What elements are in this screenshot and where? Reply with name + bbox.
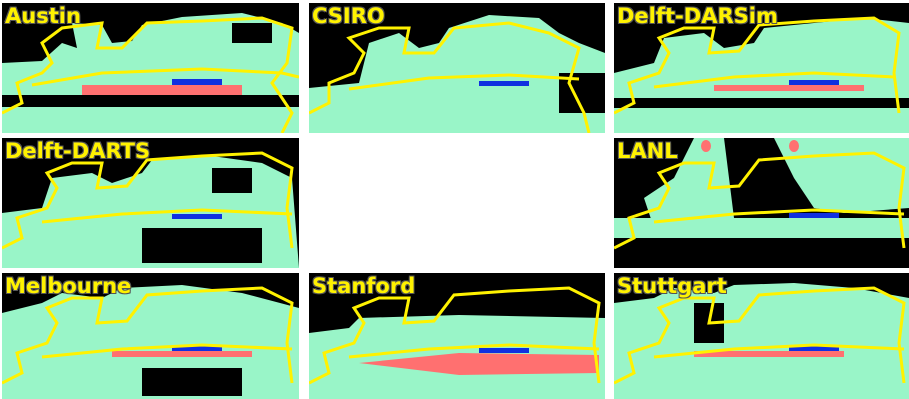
high-saturation-zone — [82, 85, 242, 95]
panel-label: Austin — [5, 4, 81, 28]
contour-line-inner — [41, 343, 293, 359]
panel-label: Delft-DARTS — [5, 139, 151, 163]
high-saturation-spot — [701, 140, 711, 152]
contour-line — [614, 151, 906, 250]
injection-zone — [789, 80, 839, 85]
high-saturation-zone — [714, 85, 864, 91]
gas-region — [614, 283, 909, 399]
panel-label: Stuttgart — [617, 274, 727, 298]
panel-label: Delft-DARSim — [617, 4, 778, 28]
gas-region — [644, 138, 734, 228]
gas-region — [309, 15, 605, 133]
melbourne-plot — [2, 285, 299, 399]
contour-line — [2, 151, 294, 250]
high-saturation-zone — [694, 351, 844, 357]
contour-line — [309, 286, 601, 385]
contour-line-inner — [653, 71, 895, 89]
contour-line — [2, 286, 294, 385]
dark-band — [614, 98, 909, 108]
delft-darts-plot — [2, 151, 299, 268]
panel-label: LANL — [617, 139, 678, 163]
stanford-plot — [309, 286, 605, 399]
panel-stuttgart: Stuttgart — [614, 273, 909, 399]
contour-line — [614, 16, 901, 115]
panel-label: Stanford — [312, 274, 416, 298]
injection-zone — [172, 79, 222, 85]
austin-plot — [2, 13, 299, 133]
panel-lanl: LANL — [614, 138, 909, 268]
injection-zone — [789, 346, 839, 351]
high-saturation-spot-2 — [789, 140, 799, 152]
dark-patch — [232, 23, 272, 43]
high-saturation-zone — [359, 353, 599, 375]
injection-zone — [172, 346, 222, 351]
dark-patch — [142, 228, 262, 263]
panel-label: CSIRO — [312, 4, 385, 28]
contour-line — [2, 16, 294, 133]
contour-line-inner — [348, 73, 580, 91]
empty-panel — [309, 138, 605, 268]
panel-austin: Austin — [2, 3, 299, 133]
lanl-plot — [614, 138, 909, 268]
dark-patch — [142, 368, 242, 396]
panel-melbourne: Melbourne — [2, 273, 299, 399]
contour-line-inner — [348, 343, 600, 359]
panel-delft-darts: Delft-DARTS — [2, 138, 299, 268]
dark-patch-2 — [212, 168, 252, 193]
high-saturation-zone — [112, 351, 252, 357]
contour-line — [614, 286, 906, 385]
injection-zone — [789, 213, 839, 218]
csiro-plot — [309, 15, 605, 133]
stuttgart-plot — [614, 283, 909, 399]
dark-band — [2, 95, 299, 107]
injection-zone — [479, 81, 529, 86]
panel-delft-darsim: Delft-DARSim — [614, 3, 909, 133]
injection-zone — [479, 348, 529, 353]
panel-csiro: CSIRO — [309, 3, 605, 133]
contour-line-inner — [653, 208, 905, 224]
delft-darsim-plot — [614, 16, 909, 133]
contour-line-inner — [31, 67, 299, 87]
dark-band — [644, 238, 909, 268]
gas-floor — [614, 218, 909, 238]
contour-line-inner — [41, 208, 293, 224]
contour-line — [309, 21, 591, 133]
contour-line-inner — [653, 343, 905, 359]
injection-zone — [172, 214, 222, 219]
panel-label: Melbourne — [5, 274, 132, 298]
panel-stanford: Stanford — [309, 273, 605, 399]
